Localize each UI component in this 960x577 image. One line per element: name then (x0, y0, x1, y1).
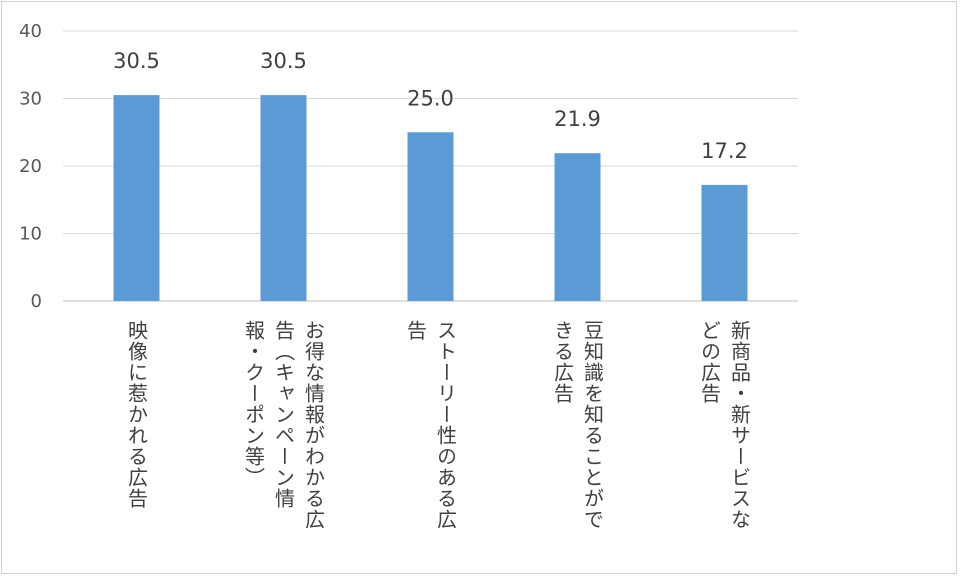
category-label: お得な情報がわかる広 (302, 320, 326, 530)
bar (701, 184, 748, 301)
y-tick-label: 10 (19, 224, 42, 245)
y-tick-label: 0 (31, 291, 42, 312)
data-label: 21.9 (554, 107, 601, 131)
category-label: 映像に惹かれる広告 (125, 320, 149, 509)
bar (407, 132, 454, 301)
y-tick-label: 20 (19, 156, 42, 177)
category-label: どの広告 (698, 320, 722, 404)
bar (113, 95, 160, 301)
data-label: 17.2 (701, 139, 748, 163)
y-tick-label: 30 (19, 89, 42, 110)
y-tick-label: 40 (19, 21, 42, 42)
bar (260, 95, 307, 301)
data-label: 30.5 (113, 49, 160, 73)
category-label: ストーリー性のある広 (434, 320, 458, 530)
category-label: 告（キャンペーン情 (272, 320, 296, 509)
category-label: 報・クーポン等） (242, 320, 266, 488)
data-label: 30.5 (260, 49, 307, 73)
bar (554, 153, 601, 301)
data-label: 25.0 (407, 86, 454, 110)
category-label: きる広告 (551, 320, 575, 404)
category-label: 豆知識を知ることがで (581, 320, 605, 530)
category-label: 告 (404, 320, 428, 341)
category-label: 新商品・新サービスな (728, 320, 752, 530)
